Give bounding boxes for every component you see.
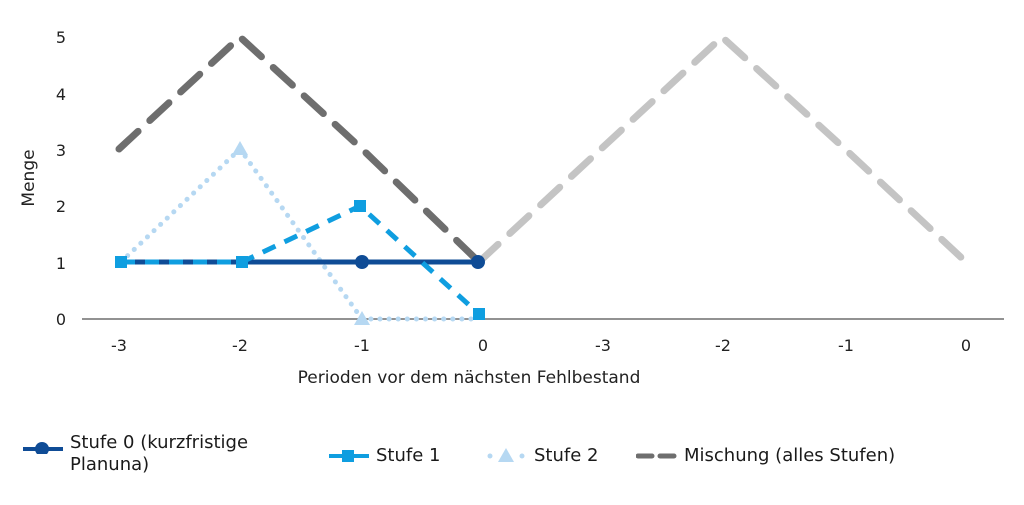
square-marker [236,256,248,268]
series-stufe-1-markers [115,200,485,320]
y-tick: 2 [56,197,66,216]
legend-item-stufe-0: Stufe 0 (kurzfristige Planuna) [22,432,248,476]
chart-legend: Stufe 0 (kurzfristige Planuna) Stufe 1 S… [0,428,1024,488]
y-axis-ticks: 0 1 2 3 4 5 [56,28,66,329]
x-tick: -1 [838,336,854,355]
x-tick: -2 [232,336,248,355]
legend-label: Mischung (alles Stufen) [684,445,896,466]
x-tick: 0 [478,336,488,355]
series-mischung [115,33,483,266]
series-stufe-1 [121,203,481,316]
triangle-marker [232,141,248,155]
x-axis-ticks: -3 -2 -1 0 -3 -2 -1 0 [111,336,971,355]
legend-label: Stufe 0 (kurzfristige Planuna) [70,432,249,475]
legend-item-stufe-2: Stufe 2 [486,445,598,467]
series-stufe-0-markers [355,255,485,269]
legend-label: Stufe 1 [376,445,441,466]
x-axis-title: Perioden vor dem nächsten Fehlbestand [298,368,641,388]
y-tick: 0 [56,310,66,329]
series-mischung-continuation [475,33,970,266]
x-tick: -2 [715,336,731,355]
x-tick: -1 [354,336,370,355]
dotted-line-triangle-icon [487,448,525,462]
series-stufe-2 [118,146,482,322]
square-marker [473,308,485,320]
dashed-line-square-icon [329,450,369,462]
y-axis-title: Menge [19,149,39,206]
y-tick: 4 [56,85,66,104]
legend-item-stufe-1: Stufe 1 [328,445,440,467]
series-stufe-2-markers [232,141,370,325]
triangle-marker [354,311,370,325]
y-tick: 5 [56,28,66,47]
dashed-line-icon [636,453,677,459]
circle-marker [471,255,485,269]
square-marker [354,200,366,212]
y-tick: 1 [56,254,66,273]
x-tick: -3 [595,336,611,355]
legend-item-mischung: Mischung (alles Stufen) [636,445,895,467]
y-tick: 3 [56,141,66,160]
circle-marker [355,255,369,269]
square-marker [115,256,127,268]
x-tick: 0 [961,336,971,355]
solid-line-circle-icon [23,442,63,454]
x-tick: -3 [111,336,127,355]
legend-label: Stufe 2 [534,445,599,466]
